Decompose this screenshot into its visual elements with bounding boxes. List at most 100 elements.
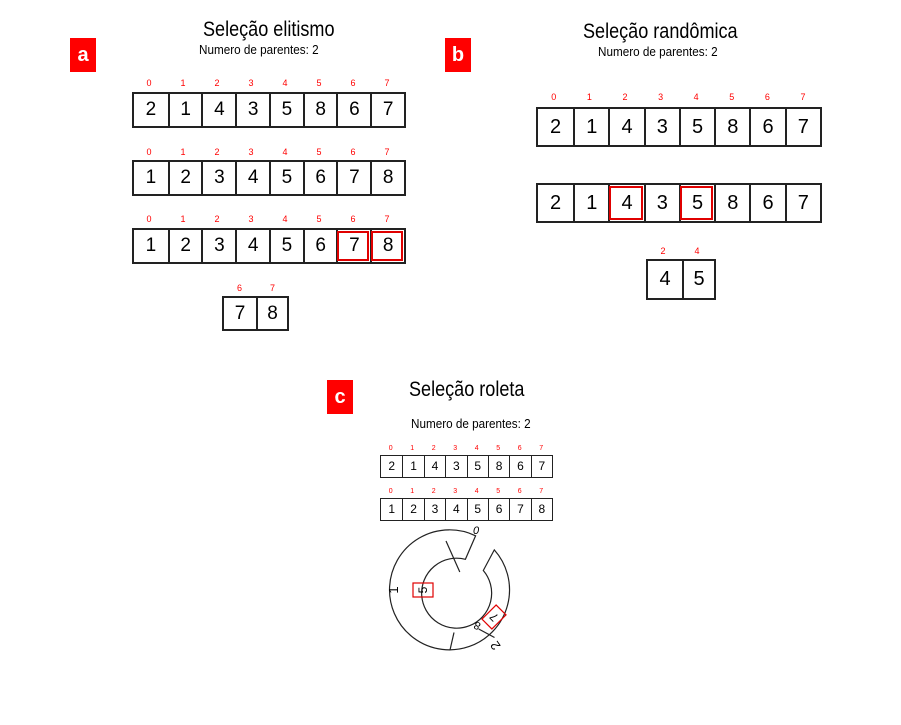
panel-c-index-row-1: 0 1 2 3 4 5 6 7 — [380, 444, 552, 454]
array-cell: 4 — [201, 94, 235, 126]
index-label: 5 — [496, 488, 501, 495]
panel-c-index-row-2: 0 1 2 3 4 5 6 7 — [380, 487, 552, 497]
index-label: 0 — [146, 78, 152, 88]
index-label: 2 — [214, 147, 220, 157]
array-cell: 4 — [445, 499, 466, 520]
index-label: 2 — [214, 214, 220, 224]
array-cell: 2 — [550, 116, 562, 138]
panel-b-result-index-row: 2 4 — [646, 245, 714, 257]
array-cell: 6 — [487, 499, 509, 520]
array-cell: 6 — [336, 94, 370, 126]
roulette-wheel: 5 7 8 0 1 2 — [386, 525, 511, 653]
array-cell: 8 — [714, 185, 749, 221]
index-label: 1 — [180, 147, 186, 157]
panel-c-array-original: 2 1 4 3 5 8 6 7 — [380, 455, 553, 478]
index-label: 6 — [350, 78, 356, 88]
index-label: 5 — [316, 147, 322, 157]
array-cell: 5 — [678, 109, 714, 145]
panel-a-badge: a — [70, 38, 96, 72]
array-cell: 1 — [573, 109, 608, 145]
panel-c-title: Seleção roleta — [409, 378, 525, 401]
index-label: 4 — [693, 92, 699, 102]
panel-b-title: Seleção randômica — [583, 20, 738, 43]
wheel-divider — [445, 540, 461, 573]
index-label: 3 — [248, 147, 254, 157]
wheel-value-selected-1: 5 — [416, 586, 430, 593]
wheel-label-2: 2 — [487, 638, 503, 653]
wheel-label-0: 0 — [473, 525, 480, 537]
index-label: 7 — [384, 147, 390, 157]
array-cell: 5 — [268, 162, 303, 194]
wheel-divider — [478, 628, 495, 639]
index-label: 3 — [453, 488, 458, 495]
panel-a-title: Seleção elitismo — [203, 18, 335, 41]
array-cell: 8 — [530, 499, 552, 520]
index-label: 5 — [729, 92, 735, 102]
array-cell: 4 — [423, 456, 445, 477]
array-cell: 5 — [466, 499, 488, 520]
array-cell: 4 — [235, 230, 269, 262]
panel-a-index-row-2: 0 1 2 3 4 5 6 7 — [132, 146, 404, 158]
array-cell: 8 — [370, 162, 404, 194]
index-label: 5 — [316, 78, 322, 88]
index-label: 7 — [539, 445, 544, 452]
wheel-label-1: 1 — [386, 586, 401, 593]
panel-a-array-selected: 1 2 3 4 5 6 7 8 — [132, 228, 406, 264]
index-label: 3 — [453, 445, 458, 452]
array-cell: 6 — [509, 456, 530, 477]
wheel-ring — [388, 529, 511, 651]
array-cell: 3 — [643, 109, 679, 145]
index-label: 2 — [622, 92, 628, 102]
array-cell: 8 — [487, 456, 509, 477]
index-label: 5 — [316, 214, 322, 224]
array-cell: 6 — [749, 109, 784, 145]
wheel-value-other: 8 — [472, 618, 483, 631]
index-label: 1 — [586, 92, 592, 102]
panel-b-array-original: 2 1 4 3 5 8 6 7 — [536, 107, 822, 147]
wheel-selected-box — [481, 604, 507, 630]
index-label: 0 — [551, 92, 557, 102]
array-cell-highlighted: 7 — [336, 230, 370, 262]
array-cell: 1 — [145, 235, 157, 256]
array-cell: 8 — [255, 298, 287, 329]
array-cell: 2 — [402, 499, 423, 520]
array-cell: 5 — [682, 261, 714, 298]
index-label: 6 — [350, 147, 356, 157]
index-label: 0 — [388, 488, 393, 495]
array-cell: 5 — [268, 94, 303, 126]
panel-c-array-sorted: 1 2 3 4 5 6 7 8 — [380, 498, 553, 521]
index-label: 1 — [410, 445, 415, 452]
array-cell: 7 — [234, 303, 246, 324]
index-label: 2 — [431, 488, 436, 495]
array-cell: 4 — [659, 268, 671, 290]
index-label: 4 — [282, 78, 288, 88]
panel-a-index-row-1: 0 1 2 3 4 5 6 7 — [132, 77, 404, 89]
index-label: 1 — [180, 214, 186, 224]
array-cell: 3 — [201, 162, 235, 194]
index-label: 4 — [694, 246, 700, 256]
index-label: 3 — [248, 214, 254, 224]
index-label: 1 — [180, 78, 186, 88]
array-cell: 7 — [336, 162, 370, 194]
array-cell-highlighted: 8 — [370, 230, 404, 262]
panel-a-array-sorted: 1 2 3 4 5 6 7 8 — [132, 160, 406, 196]
panel-c-subtitle: Numero de parentes: 2 — [411, 416, 531, 431]
panel-a-subtitle: Numero de parentes: 2 — [199, 42, 319, 57]
index-label: 6 — [350, 214, 356, 224]
index-label: 6 — [764, 92, 770, 102]
array-cell: 1 — [167, 94, 202, 126]
array-cell: 3 — [235, 94, 269, 126]
panel-b-array-selected: 2 1 4 3 5 8 6 7 — [536, 183, 822, 223]
array-cell: 4 — [608, 109, 643, 145]
index-label: 0 — [388, 445, 393, 452]
index-label: 6 — [517, 488, 522, 495]
index-label: 4 — [282, 147, 288, 157]
array-cell: 2 — [145, 99, 157, 120]
index-label: 0 — [146, 147, 152, 157]
array-cell: 5 — [466, 456, 488, 477]
index-label: 7 — [384, 78, 390, 88]
array-cell: 1 — [388, 502, 396, 516]
index-label: 4 — [474, 488, 479, 495]
array-cell: 3 — [423, 499, 445, 520]
panel-a-array-original: 2 1 4 3 5 8 6 7 — [132, 92, 406, 128]
